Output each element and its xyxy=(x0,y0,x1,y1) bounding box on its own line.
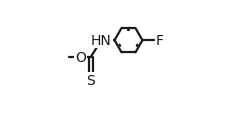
Text: F: F xyxy=(156,34,164,48)
Text: S: S xyxy=(86,74,95,87)
Text: HN: HN xyxy=(91,34,112,48)
Text: O: O xyxy=(75,51,86,64)
